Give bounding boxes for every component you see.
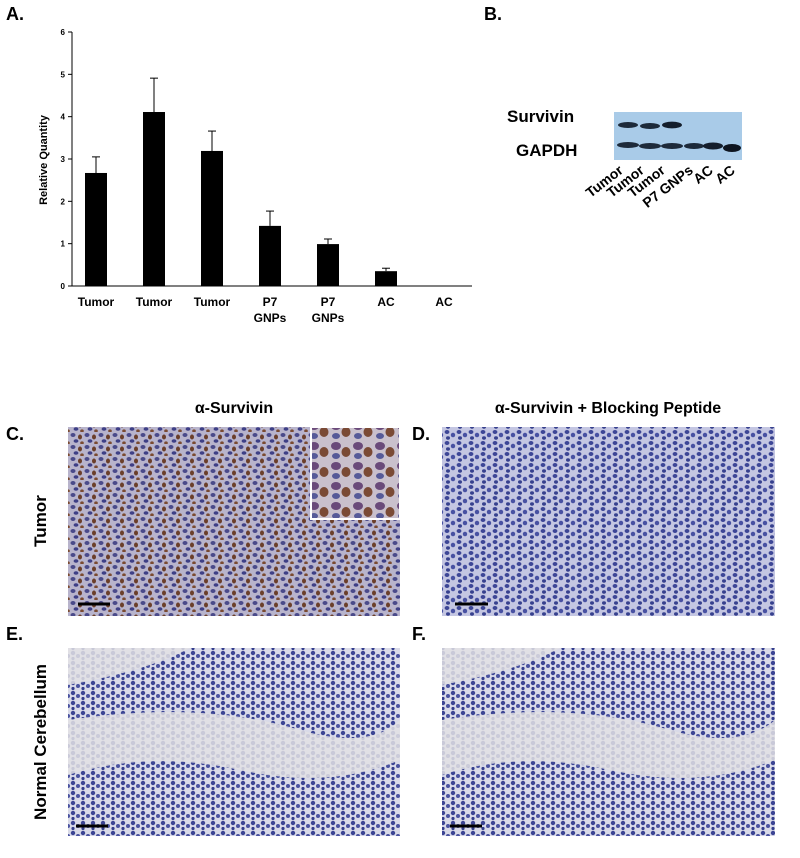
panel-letter: E. [6, 624, 23, 644]
bar [375, 271, 397, 286]
x-tick-label-box: P7 GNPs [253, 295, 287, 325]
y-tick-label: 5 [61, 70, 66, 79]
x-tick-label-box: Tumor [135, 295, 173, 309]
bar [143, 112, 165, 286]
bar [259, 225, 281, 286]
panel-letter: A. [6, 4, 24, 24]
bar [85, 172, 107, 286]
x-tick-label: AC [435, 295, 453, 309]
panel-letter: C. [6, 424, 24, 444]
panel-letter: B. [484, 4, 502, 24]
x-tick-label: P7 GNPs [253, 295, 287, 325]
x-tick-label: Tumor [77, 295, 115, 309]
micrograph [442, 427, 775, 616]
x-tick-label-box: Tumor [77, 295, 115, 309]
y-tick-label: 0 [61, 282, 66, 291]
error-bar [208, 130, 216, 151]
x-tick-label: Tumor [193, 295, 231, 309]
bar [317, 244, 339, 286]
row-label: Normal Cerebellum [31, 664, 50, 820]
error-bar [92, 156, 100, 173]
blot-bands [617, 121, 741, 152]
x-tick-label-box: Tumor [193, 295, 231, 309]
y-axis-label: Relative Quantity [38, 114, 50, 205]
blot [614, 112, 742, 160]
y-tick-label: 6 [61, 28, 66, 37]
error-bar [150, 77, 158, 113]
bar-chart: Relative Quantity 0 1 2 3 4 5 6 Tumor Tumor Tumor… [38, 28, 472, 325]
x-tick-label: AC [377, 295, 395, 309]
y-tick-label: 3 [61, 155, 66, 164]
x-tick-label-box: P7 GNPs [311, 295, 345, 325]
micrograph [68, 426, 401, 616]
y-tick-label: 1 [61, 240, 66, 249]
y-tick-label: 4 [61, 113, 66, 122]
bar [201, 150, 223, 286]
x-tick-label: Tumor [135, 295, 173, 309]
blot-row-label: GAPDH [516, 141, 577, 160]
x-tick-label-box: AC [377, 295, 395, 309]
panel-letter: D. [412, 424, 430, 444]
row-label: Tumor [31, 495, 50, 547]
micrograph [68, 648, 400, 836]
x-tick-label: P7 GNPs [311, 295, 345, 325]
y-tick-label: 2 [61, 197, 66, 206]
blot-row-label: Survivin [507, 107, 574, 126]
lane-label: AC [712, 162, 738, 187]
error-bar [324, 238, 332, 245]
error-bar [382, 267, 390, 272]
panel-title: α-Survivin [195, 400, 273, 417]
micrograph [442, 648, 775, 836]
panel-letter: F. [412, 624, 426, 644]
x-tick-label-box: AC [435, 295, 453, 309]
panel-title: α-Survivin + Blocking Peptide [495, 400, 721, 417]
error-bar [266, 210, 274, 226]
